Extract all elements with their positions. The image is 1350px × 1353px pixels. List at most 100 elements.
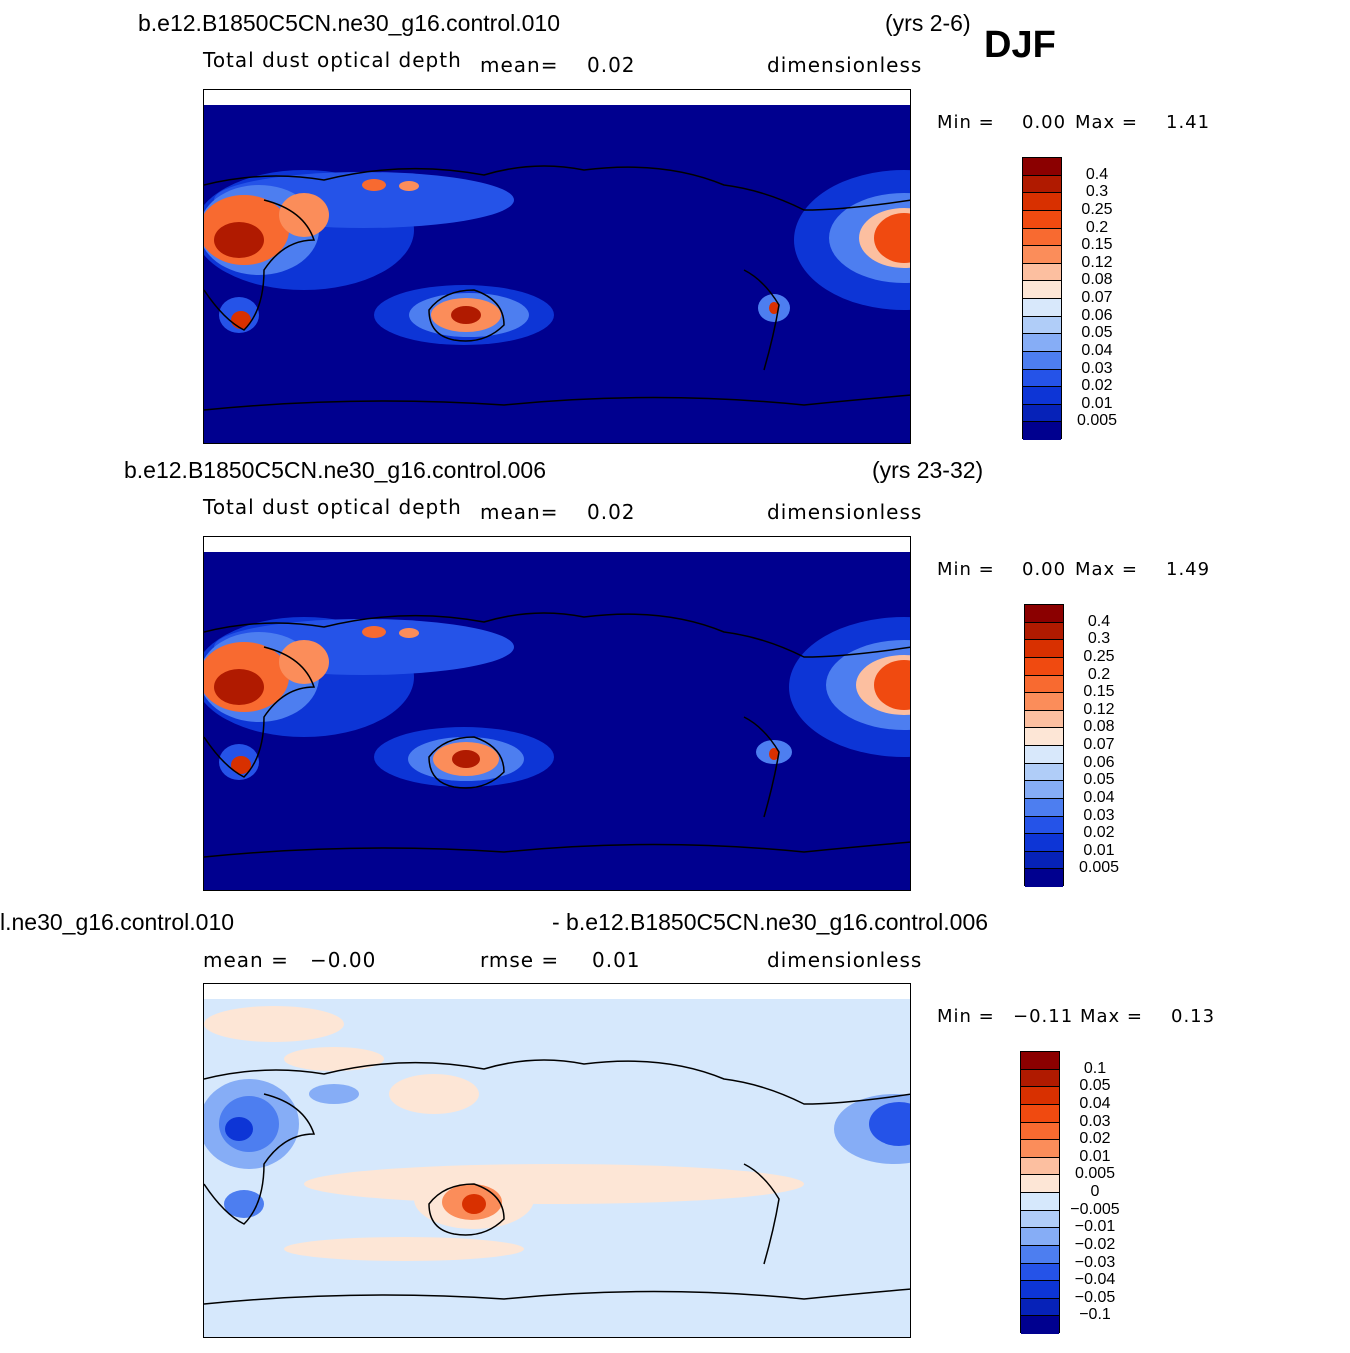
colorbar-swatch: [1025, 693, 1063, 711]
colorbar-label: 0.005: [1076, 412, 1118, 430]
panel1-min-label: Min =: [937, 112, 995, 133]
colorbar-label: −0.01: [1074, 1218, 1116, 1236]
panel2-min-value: 0.00: [1022, 559, 1067, 580]
colorbar-swatch: [1025, 851, 1063, 870]
panel2-case-title: b.e12.B1850C5CN.ne30_g16.control.006: [124, 457, 546, 483]
panel2-mean-label: mean=: [480, 500, 559, 524]
colorbar-label: 0.05: [1081, 324, 1113, 342]
colorbar-label: 0.25: [1081, 200, 1113, 218]
panel1-case-title: b.e12.B1850C5CN.ne30_g16.control.010: [138, 10, 560, 36]
colorbar-label: 0.01: [1079, 1147, 1111, 1165]
colorbar-swatch: [1023, 387, 1061, 405]
panel1-map: [203, 89, 911, 444]
colorbar-swatch: [1025, 622, 1063, 641]
colorbar-swatch: [1021, 1210, 1059, 1229]
colorbar-swatch: [1021, 1281, 1059, 1299]
colorbar-label: 0.15: [1081, 236, 1113, 254]
colorbar-label: 0.1: [1083, 1059, 1107, 1077]
colorbar-label: −0.1: [1079, 1306, 1111, 1324]
panel1-years: (yrs 2-6): [885, 10, 971, 36]
colorbar-swatch: [1021, 1140, 1059, 1158]
colorbar-swatch: [1023, 210, 1061, 229]
colorbar-label: 0.04: [1081, 341, 1113, 359]
colorbar-swatch: [1025, 657, 1063, 676]
colorbar-label: 0.4: [1085, 165, 1109, 183]
panel3-min-value: −0.11: [1013, 1006, 1074, 1027]
panel1-max-label: Max =: [1075, 112, 1139, 133]
colorbar-swatch: [1025, 675, 1063, 694]
colorbar-label: 0.07: [1083, 736, 1115, 753]
colorbar-label: 0.3: [1085, 183, 1109, 201]
panel3-case-title-left: l.ne30_g16.control.010: [0, 909, 235, 935]
panel3-rmse-label: rmse =: [480, 948, 560, 972]
panel2-max-value: 1.49: [1166, 559, 1211, 580]
colorbar-swatch: [1023, 281, 1061, 299]
colorbar-label: −0.05: [1074, 1288, 1116, 1306]
colorbar-label: 0.005: [1074, 1165, 1116, 1183]
panel3-case-title-right: - b.e12.B1850C5CN.ne30_g16.control.006: [552, 909, 989, 935]
colorbar-swatch: [1021, 1157, 1059, 1176]
colorbar-swatch: [1021, 1052, 1059, 1070]
colorbar-swatch: [1021, 1245, 1059, 1264]
colorbar-label: 0.03: [1083, 806, 1115, 824]
colorbar-swatch: [1021, 1316, 1059, 1334]
colorbar-swatch: [1021, 1298, 1059, 1317]
colorbar-swatch: [1025, 640, 1063, 658]
panel3-colorbar: [1020, 1051, 1060, 1334]
panel1-units: dimensionless: [767, 53, 923, 77]
colorbar-swatch: [1025, 710, 1063, 729]
panel2-colorbar: [1024, 604, 1064, 887]
panel2-min-label: Min =: [937, 559, 995, 580]
panel1-max-value: 1.41: [1166, 112, 1211, 133]
colorbar-swatch: [1023, 263, 1061, 282]
colorbar-swatch: [1023, 158, 1061, 176]
panel3-units: dimensionless: [767, 948, 923, 972]
colorbar-swatch: [1023, 175, 1061, 194]
colorbar-label: 0.12: [1083, 700, 1115, 718]
colorbar-label: −0.04: [1074, 1271, 1116, 1289]
colorbar-label: 0.15: [1083, 683, 1115, 701]
colorbar-label: 0.2: [1087, 665, 1111, 683]
colorbar-swatch: [1021, 1228, 1059, 1246]
colorbar-label: 0.2: [1085, 218, 1109, 236]
colorbar-label: 0.25: [1083, 647, 1115, 665]
panel1-mean-label: mean=: [480, 53, 559, 77]
panel2-max-label: Max =: [1075, 559, 1139, 580]
colorbar-swatch: [1023, 369, 1061, 388]
colorbar-swatch: [1021, 1104, 1059, 1123]
colorbar-label: 0.01: [1081, 394, 1113, 412]
panel3-rmse-value: 0.01: [592, 948, 641, 972]
colorbar-swatch: [1025, 834, 1063, 852]
panel3-max-label: Max =: [1080, 1006, 1144, 1027]
colorbar-label: 0.02: [1079, 1130, 1111, 1148]
panel2-years: (yrs 23-32): [872, 457, 984, 483]
colorbar-swatch: [1025, 798, 1063, 817]
panel3-min-label: Min =: [937, 1006, 995, 1027]
colorbar-label: 0.05: [1083, 771, 1115, 789]
colorbar-swatch: [1021, 1175, 1059, 1193]
colorbar-swatch: [1023, 422, 1061, 440]
colorbar-swatch: [1025, 605, 1063, 623]
colorbar-label: 0.08: [1081, 271, 1113, 289]
season-label: DJF: [984, 24, 1056, 66]
colorbar-label: −0.005: [1070, 1200, 1120, 1218]
colorbar-swatch: [1025, 763, 1063, 782]
panel3-max-value: 0.13: [1171, 1006, 1216, 1027]
colorbar-label: 0.04: [1083, 788, 1115, 806]
colorbar-label: −0.03: [1074, 1253, 1116, 1271]
panel3-mean-value: −0.00: [310, 948, 377, 972]
colorbar-label: 0: [1090, 1183, 1100, 1200]
colorbar-label: 0.06: [1083, 753, 1115, 771]
colorbar-swatch: [1021, 1087, 1059, 1105]
colorbar-label: 0.005: [1078, 859, 1120, 877]
colorbar-swatch: [1025, 816, 1063, 835]
colorbar-label: 0.4: [1087, 612, 1111, 630]
colorbar-label: 0.07: [1081, 289, 1113, 306]
panel3-map: [203, 983, 911, 1338]
panel1-colorbar: [1022, 157, 1062, 440]
colorbar-swatch: [1023, 228, 1061, 247]
panel1-min-value: 0.00: [1022, 112, 1067, 133]
panel2-variable: Total dust optical depth: [203, 495, 462, 519]
colorbar-swatch: [1025, 728, 1063, 746]
colorbar-swatch: [1023, 193, 1061, 211]
